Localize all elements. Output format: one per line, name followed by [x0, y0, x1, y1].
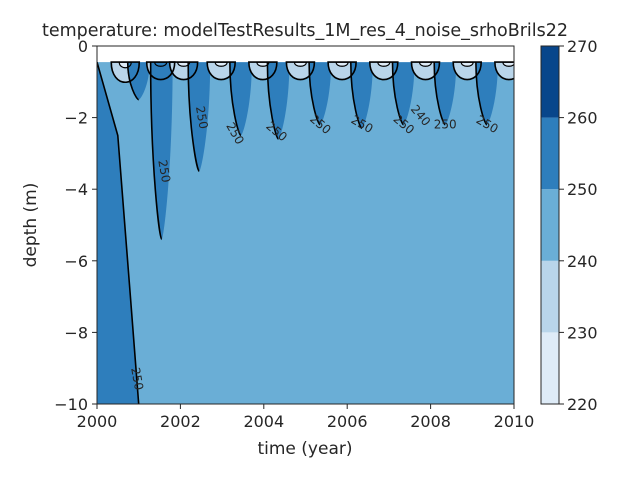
- y-tick-label: −8: [64, 323, 88, 342]
- x-tick-label: 2002: [160, 412, 201, 431]
- contour-line: [452, 61, 482, 81]
- y-tick-label: 0: [78, 37, 88, 56]
- cold-lobe: [411, 62, 440, 80]
- x-axis: 2000 2002 2004 2006 2008 2010: [77, 404, 535, 431]
- contour-line: [494, 61, 514, 81]
- contour-label: 250: [155, 159, 173, 184]
- contour-line: [187, 62, 200, 173]
- y-tick-label: −4: [64, 180, 88, 199]
- contour-line: [256, 61, 270, 67]
- colorbar-segment: [541, 46, 559, 118]
- contour-line: [154, 61, 168, 67]
- contour-label: 250: [434, 117, 457, 131]
- contour-line: [229, 62, 242, 137]
- x-tick-label: 2000: [77, 412, 118, 431]
- cold-core: [256, 62, 269, 67]
- x-tick-label: 2004: [243, 412, 284, 431]
- contour-line: [214, 61, 228, 67]
- contour-line: [206, 61, 236, 81]
- y-tick-label: −2: [64, 109, 88, 128]
- cold-core: [177, 62, 190, 67]
- contour-line: [460, 61, 474, 67]
- colorbar-segment: [541, 332, 559, 404]
- cold-core: [336, 62, 349, 67]
- above-surface: [97, 46, 514, 63]
- cold-lobe: [328, 62, 357, 80]
- colorbar-tick-label: 220: [567, 395, 598, 414]
- x-tick-label: 2010: [494, 412, 535, 431]
- contour-line: [368, 61, 399, 81]
- colorbar-segment: [541, 189, 559, 261]
- colorbar-tick-label: 270: [567, 37, 598, 56]
- y-axis: 0 −2 −4 −6 −8 −10: [54, 37, 97, 414]
- colorbar-segment: [541, 117, 559, 190]
- contour-line: [418, 61, 433, 67]
- contour-line: [502, 61, 514, 67]
- contour-line: [177, 61, 191, 67]
- contour-line: [335, 61, 349, 67]
- cold-lobe: [453, 62, 482, 80]
- contour-line: [377, 61, 391, 67]
- plot-area: [97, 46, 514, 404]
- cold-lobe: [207, 62, 236, 80]
- x-tick-label: 2006: [327, 412, 368, 431]
- cold-core: [215, 62, 228, 67]
- colorbar-segment: [541, 260, 559, 333]
- y-axis-label: depth (m): [21, 183, 41, 268]
- contour-line: [266, 62, 280, 140]
- contour-line: [118, 61, 132, 69]
- cold-lobe: [286, 62, 315, 80]
- contour-line: [149, 62, 163, 241]
- contour-line: [285, 61, 316, 81]
- contour-line: [97, 61, 140, 404]
- cold-core: [294, 62, 307, 67]
- colorbar-frame: [540, 45, 560, 405]
- x-tick-label: 2008: [410, 412, 451, 431]
- plot-frame: [96, 45, 515, 405]
- band-250-260-initial: [97, 62, 139, 404]
- cold-core: [461, 62, 474, 67]
- contour-line: [293, 61, 307, 67]
- colorbar-tick-label: 240: [567, 252, 598, 271]
- y-tick-label: −6: [64, 252, 88, 271]
- contour-line: [248, 61, 278, 81]
- contour-line: [433, 62, 446, 126]
- colorbar-tick-label: 250: [567, 180, 598, 199]
- contour-line: [110, 61, 141, 84]
- contour-line: [391, 62, 405, 126]
- y-tick-label: −10: [54, 395, 88, 414]
- cold-core: [419, 62, 432, 67]
- contour-line: [410, 61, 441, 81]
- chart-title: temperature: modelTestResults_1M_res_4_n…: [42, 21, 568, 41]
- colorbar: 220 230 240 250 260 270: [540, 37, 598, 414]
- contour-label: 250: [193, 105, 211, 130]
- contour-line: [327, 61, 357, 81]
- contour-line: [349, 62, 363, 130]
- contour-line: [168, 61, 199, 81]
- x-axis-label: time (year): [257, 439, 352, 459]
- contour-line: [475, 62, 488, 126]
- colorbar-tick-label: 230: [567, 323, 598, 342]
- colorbar-tick-label: 260: [567, 109, 598, 128]
- contour-line: [308, 62, 321, 126]
- cold-core: [377, 62, 390, 67]
- cold-lobe: [369, 62, 398, 80]
- contour-line: [126, 62, 140, 101]
- contour-label: 250: [128, 366, 146, 391]
